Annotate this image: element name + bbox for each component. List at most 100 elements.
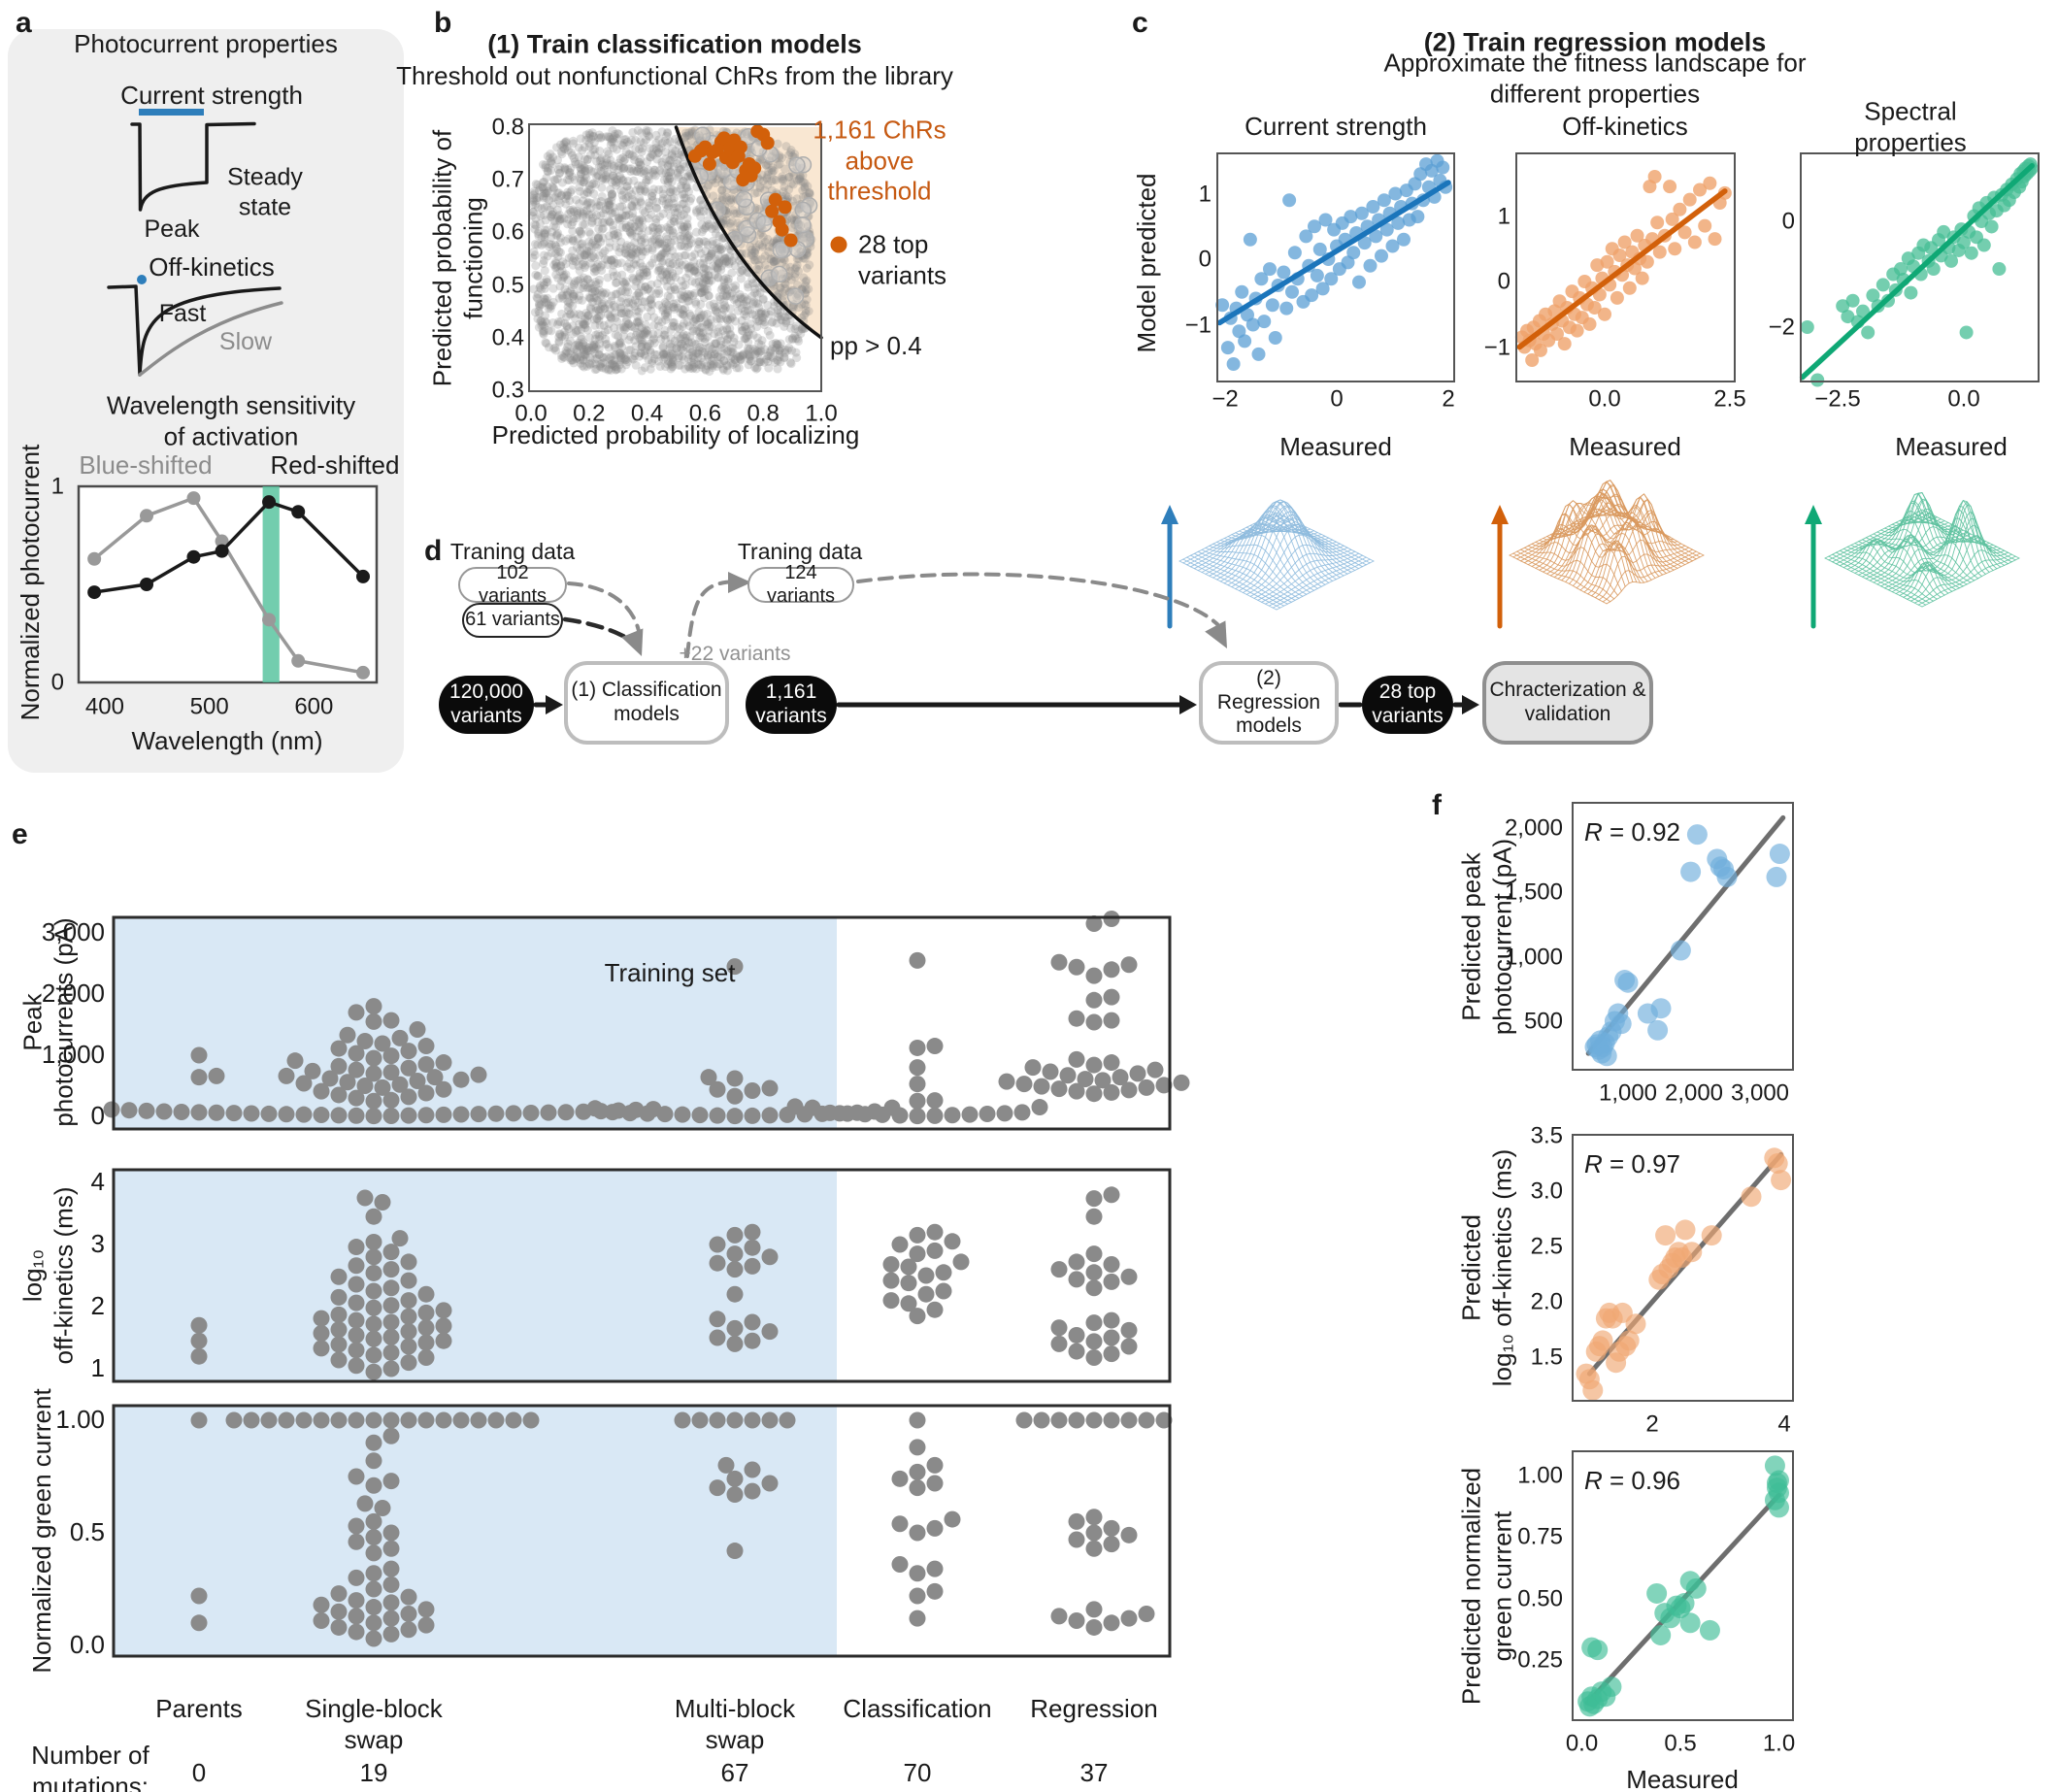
f-x-tick: 3,000 (1730, 1079, 1790, 1107)
f-r-value-1: R = 0.92 (1584, 817, 1681, 847)
b-y-tick: 0.3 (491, 377, 524, 404)
e-mutation-count: 70 (903, 1758, 932, 1788)
training-data-label-2: Traning data (737, 538, 863, 564)
e-y-label-peak: Peak photocurrents (pA) (17, 917, 78, 1127)
e-mutation-count: 0 (191, 1758, 207, 1788)
training-set-label: Training set (604, 958, 736, 988)
x-tick: 2 (1442, 385, 1455, 413)
panel-b-subtitle: Threshold out nonfunctional ChRs from th… (396, 61, 953, 91)
y-tick: 0 (1781, 208, 1795, 235)
y-tick: 0 (1198, 246, 1212, 273)
e-y-tick: 3,000 (41, 917, 105, 947)
panel-c-title: (2) Train regression models (1423, 27, 1767, 57)
blue-shifted-label: Blue-shifted (79, 450, 213, 481)
f-y-label-peak: Predicted peak photocurrent (pA) (1456, 838, 1516, 1036)
f-y-tick: 1.5 (1530, 1344, 1563, 1371)
pill-61-variants: 61 variants (462, 603, 563, 638)
f-y-tick: 0.50 (1517, 1584, 1563, 1611)
x-tick: −2 (1212, 385, 1239, 413)
e-category-label: Regression (1030, 1694, 1158, 1723)
f-x-tick: 2,000 (1664, 1079, 1724, 1107)
f-x-tick: 0.0 (1565, 1730, 1599, 1757)
f-y-tick: 2.0 (1530, 1288, 1563, 1315)
f-r-value-3: R = 0.96 (1584, 1466, 1681, 1496)
e-mutation-count: 19 (359, 1758, 388, 1788)
spectrum-title: Wavelength sensitivity of activation (106, 390, 356, 450)
e-y-label-green: Normalized green current (27, 1388, 57, 1674)
f-x-tick: 4 (1777, 1410, 1791, 1438)
e-y-tick: 0.0 (69, 1630, 105, 1660)
b-y-tick: 0.8 (491, 114, 524, 141)
panel-b-letter: b (434, 7, 452, 39)
y-tick: −1 (1483, 333, 1510, 360)
f-x-tick: 1,000 (1598, 1079, 1658, 1107)
panel-c-letter: c (1132, 7, 1148, 39)
e-mutation-count: 37 (1079, 1758, 1109, 1788)
e-category-label: Classification (843, 1694, 992, 1723)
b-y-tick: 0.7 (491, 166, 524, 193)
f-y-label-logoff: Predicted log₁₀ off-kinetics (ms) (1456, 1148, 1516, 1387)
off-kinetics-label: Off-kinetics (149, 252, 275, 282)
e-y-tick: 0 (90, 1101, 105, 1131)
steady-state-label: Steady state (227, 163, 303, 221)
e-category-label: Single-block swap (305, 1694, 443, 1754)
b-x-tick: 0.4 (630, 400, 664, 427)
x-tick: −2.5 (1814, 385, 1861, 413)
a-x-tick: 400 (84, 693, 124, 720)
f-x-tick: 2 (1645, 1410, 1659, 1438)
characterization-box: Chracterization & validation (1482, 661, 1653, 745)
panel-c-subtitle: Approximate the fitness landscape for di… (1383, 48, 1807, 108)
f-x-tick: 0.5 (1664, 1730, 1697, 1757)
x-tick: 0.0 (1947, 385, 1980, 413)
panel-e-letter: e (12, 818, 28, 850)
e-category-label: Multi-block swap (674, 1694, 796, 1754)
f-y-tick: 500 (1523, 1008, 1563, 1035)
panel-a-letter: a (16, 7, 32, 39)
c-measured-label-2: Measured (1569, 432, 1681, 462)
training-data-label-1: Traning data (449, 538, 576, 564)
b-y-tick: 0.6 (491, 218, 524, 246)
e-y-tick: 4 (90, 1167, 105, 1197)
f-r-value-2: R = 0.97 (1584, 1149, 1681, 1179)
e-y-tick: 1 (90, 1353, 105, 1383)
f-x-tick: 1.0 (1762, 1730, 1796, 1757)
panel-d-letter: d (424, 535, 443, 567)
f-measured-label: Measured (1626, 1765, 1739, 1792)
f-y-label-green: Predicted normalized green current (1456, 1467, 1516, 1706)
c-measured-label-3: Measured (1895, 432, 2008, 462)
b-x-tick: 0.2 (573, 400, 606, 427)
a-y-tick: 0 (50, 669, 64, 696)
b-y-tick: 0.4 (491, 324, 524, 351)
panel-f-letter: f (1432, 789, 1442, 821)
e-y-tick: 1.00 (55, 1405, 105, 1435)
f-y-tick: 3.5 (1530, 1122, 1563, 1149)
current-strength-label: Current strength (120, 81, 303, 111)
a-x-tick: 600 (294, 693, 334, 720)
top-variants-legend: 28 top variants (858, 229, 947, 289)
e-category-label: Parents (155, 1694, 243, 1723)
f-y-tick: 0.25 (1517, 1646, 1563, 1674)
x-tick: 0 (1330, 385, 1344, 413)
b-y-axis-label: Predicted probability of functioning (427, 129, 487, 387)
c-measured-label-1: Measured (1279, 432, 1392, 462)
classification-models-box: (1) Classification models (564, 661, 729, 745)
f-y-tick: 2.5 (1530, 1233, 1563, 1260)
x-tick: 2.5 (1713, 385, 1746, 413)
e-y-tick: 0.5 (69, 1517, 105, 1547)
e-mutation-count: 67 (720, 1758, 749, 1788)
b-x-tick: 0.6 (688, 400, 722, 427)
c-plot1-title: Current strength (1245, 112, 1427, 142)
a-y-tick: 1 (50, 473, 64, 500)
pill-124-variants: 124 variants (747, 562, 854, 607)
y-tick: 0 (1497, 268, 1510, 295)
a-x-tick: 500 (189, 693, 229, 720)
panel-a-title: Photocurrent properties (74, 29, 338, 59)
regression-models-box: (2) Regression models (1199, 661, 1339, 745)
above-threshold-annotation: 1,161 ChRs above threshold (813, 115, 946, 206)
f-y-tick: 1.00 (1517, 1462, 1563, 1489)
f-y-tick: 1,000 (1504, 944, 1563, 971)
e-y-tick: 3 (90, 1229, 105, 1259)
a-x-axis-label: Wavelength (nm) (131, 726, 323, 756)
f-y-tick: 1,500 (1504, 879, 1563, 906)
